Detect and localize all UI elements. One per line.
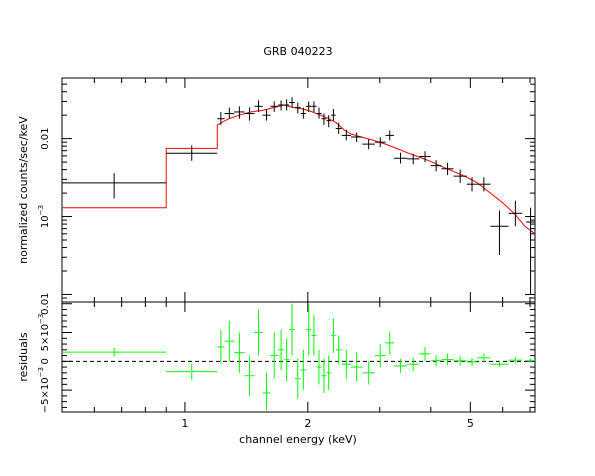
residual-point	[166, 363, 218, 380]
spectrum-point	[374, 137, 386, 148]
residual-point	[490, 361, 509, 368]
bottom-y-tick-label: −5×10−3	[37, 367, 51, 413]
spectrum-point	[430, 160, 442, 172]
spectrum-point	[166, 145, 218, 161]
spectrum-point	[254, 100, 263, 112]
spectrum-point	[234, 106, 245, 119]
residual-point	[335, 335, 342, 365]
spectrum-point	[289, 97, 295, 108]
spectrum-point	[262, 109, 271, 121]
bottom-y-tick-label: 0.01	[40, 293, 51, 315]
residual-data-points	[62, 303, 535, 411]
bottom-panel-ticks	[62, 303, 535, 408]
spectrum-point	[335, 122, 342, 134]
residual-point	[289, 303, 295, 356]
spectrum-point	[477, 177, 491, 192]
residual-point	[419, 346, 431, 361]
residual-point	[430, 354, 442, 367]
residual-point	[306, 303, 312, 356]
spectrum-point	[306, 101, 312, 112]
spectrum-point	[284, 99, 290, 111]
top-y-tick-label: 10−3	[37, 205, 51, 228]
spectrum-point	[419, 151, 431, 163]
spectrum-point	[490, 210, 509, 256]
spectrum-point	[294, 102, 301, 114]
residual-point	[294, 358, 301, 399]
spectrum-point	[326, 115, 332, 128]
residual-point	[300, 349, 307, 391]
residual-point	[341, 349, 351, 379]
spectrum-point	[270, 101, 278, 112]
residual-point	[326, 355, 332, 391]
residual-point	[262, 372, 271, 411]
spectrum-point	[311, 101, 317, 112]
residual-point	[508, 357, 523, 364]
top-y-tick-label: 0.01	[40, 127, 51, 149]
chart-title: GRB 040223	[263, 45, 332, 58]
spectrum-point	[300, 107, 307, 119]
residual-point	[270, 332, 278, 379]
residual-point	[331, 318, 336, 353]
residual-point	[466, 357, 478, 366]
spectrum-point	[385, 130, 394, 141]
spectrum-point	[331, 109, 336, 121]
spectrum-point	[217, 111, 225, 125]
top-y-tick-labels: 0.01 10−3	[37, 127, 51, 228]
bottom-y-axis-label: residuals	[17, 332, 30, 382]
bottom-panel-frame	[61, 301, 536, 413]
spectrum-point	[441, 162, 454, 176]
residual-point	[62, 347, 167, 357]
top-panel-ticks	[62, 77, 535, 303]
residual-point	[311, 315, 317, 356]
spectrum-point	[350, 132, 363, 143]
residual-point	[526, 359, 535, 363]
spectrum-point	[453, 169, 467, 183]
residual-point	[254, 309, 263, 356]
x-tick-labels: 1 2 5	[181, 417, 473, 430]
x-tick-label: 5	[467, 417, 474, 430]
residual-point	[316, 349, 322, 385]
residual-point	[374, 344, 386, 368]
residual-point	[477, 353, 491, 362]
residual-point	[385, 331, 394, 355]
spectrum-point	[341, 129, 351, 141]
spectrum-point	[277, 100, 285, 111]
residual-point	[362, 361, 375, 385]
residual-point	[284, 338, 290, 382]
x-tick-label: 2	[304, 417, 311, 430]
residual-point	[441, 353, 454, 366]
top-y-axis-label: normalized counts/sec/keV	[17, 116, 30, 264]
residual-point	[234, 332, 245, 373]
spectrum-point	[508, 200, 523, 227]
bottom-y-tick-label: 0	[40, 358, 51, 364]
spectrum-point	[407, 153, 420, 165]
spectrum-point	[362, 139, 375, 150]
spectrum-point	[393, 152, 408, 164]
spectrum-data-points	[62, 97, 535, 295]
residual-point	[393, 359, 408, 373]
spectrum-point	[466, 177, 478, 192]
x-tick-label: 1	[181, 417, 188, 430]
spectrum-point	[321, 113, 327, 125]
bottom-y-tick-labels: 0.015×10−3 0 −5×10−3	[37, 293, 51, 414]
residual-point	[453, 356, 467, 366]
residual-point	[407, 357, 420, 372]
top-panel-frame	[61, 77, 536, 303]
spectrum-point	[526, 207, 535, 295]
residual-point	[217, 329, 225, 365]
residual-point	[244, 355, 255, 396]
model-curve	[62, 104, 536, 235]
spectrum-point	[224, 107, 235, 119]
residual-point	[321, 358, 327, 393]
spectrum-point	[244, 107, 255, 121]
residual-point	[277, 329, 285, 370]
residual-point	[224, 321, 235, 362]
x-axis-ticks	[61, 78, 531, 412]
residual-point	[350, 352, 363, 382]
spectrum-point	[62, 173, 167, 199]
x-axis-label: channel energy (keV)	[239, 433, 357, 446]
bottom-y-tick-label: 5×10−3	[37, 314, 51, 352]
spectrum-point	[316, 107, 322, 119]
